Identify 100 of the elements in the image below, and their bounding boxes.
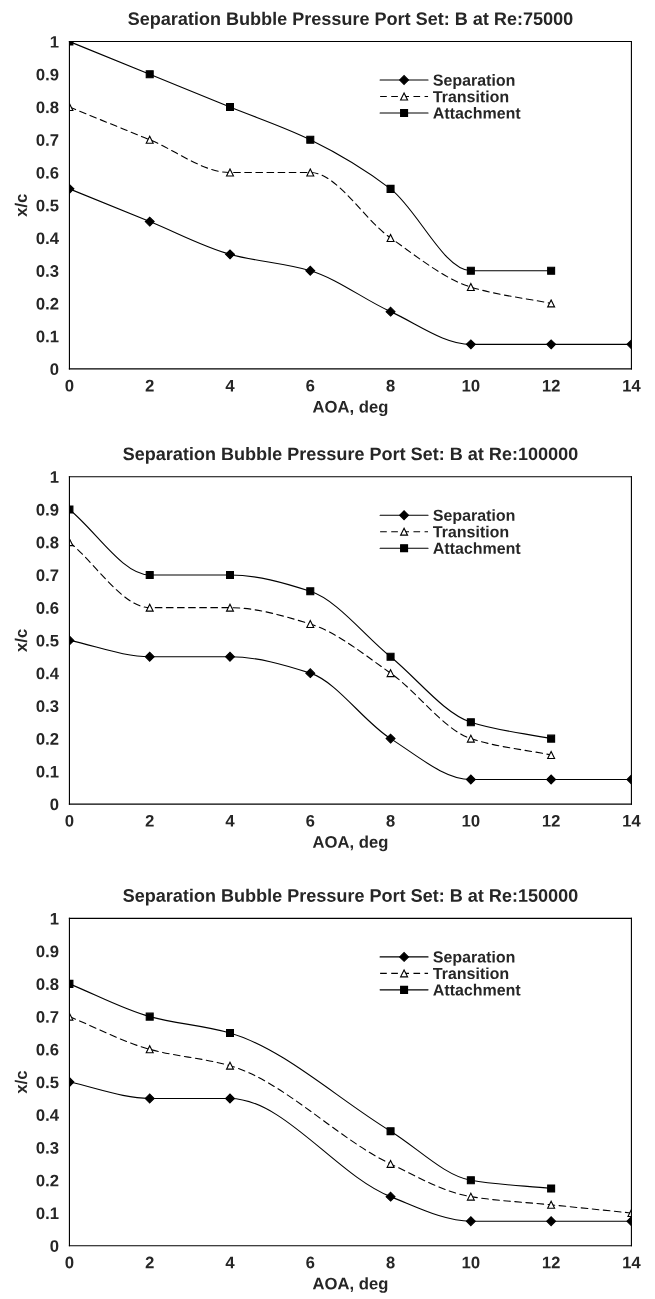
point bbox=[306, 135, 315, 144]
x-axis-title: AOA, deg bbox=[312, 1277, 388, 1293]
point bbox=[385, 733, 396, 744]
y-tick-label: 0.4 bbox=[36, 667, 59, 680]
x-axis-title: AOA, deg bbox=[312, 835, 388, 852]
point bbox=[465, 774, 476, 785]
y-tick-label: 0.3 bbox=[36, 265, 59, 277]
x-tick-label: 2 bbox=[145, 814, 154, 827]
point bbox=[145, 1045, 154, 1054]
x-tick-label: 8 bbox=[386, 379, 395, 392]
point bbox=[145, 1012, 154, 1021]
y-tick-label: 0.2 bbox=[36, 1174, 59, 1187]
chart-title: Separation Bubble Pressure Port Set: B at Re:100000 bbox=[123, 446, 578, 464]
point bbox=[465, 1216, 476, 1227]
y-tick-label: 0.5 bbox=[36, 634, 59, 647]
point bbox=[466, 734, 475, 743]
legend-label: Attachment bbox=[433, 542, 521, 554]
point bbox=[145, 70, 154, 79]
point bbox=[547, 299, 556, 308]
x-tick-label: 6 bbox=[306, 814, 315, 827]
point bbox=[305, 668, 316, 679]
point bbox=[145, 603, 154, 612]
point bbox=[547, 1200, 556, 1209]
y-tick-label: 1 bbox=[50, 912, 59, 925]
y-tick-label: 0.8 bbox=[36, 978, 59, 991]
point bbox=[466, 1192, 475, 1201]
y-tick-label: 0.1 bbox=[36, 765, 59, 778]
x-tick-label: 12 bbox=[542, 814, 560, 827]
x-tick-label: 10 bbox=[462, 1256, 480, 1269]
x-tick-label: 6 bbox=[306, 379, 315, 392]
point bbox=[306, 620, 315, 629]
y-tick-label: 0.8 bbox=[36, 101, 59, 114]
point bbox=[225, 651, 235, 662]
point bbox=[145, 135, 154, 144]
point bbox=[144, 1093, 155, 1104]
x-tick-label: 12 bbox=[542, 379, 560, 392]
point bbox=[386, 1159, 395, 1168]
point bbox=[306, 168, 315, 177]
legend-label: Transition bbox=[433, 525, 509, 538]
y-tick-label: 0.7 bbox=[36, 1011, 59, 1023]
y-tick-label: 0.8 bbox=[36, 536, 59, 549]
y-tick-label: 0 bbox=[50, 798, 59, 811]
point bbox=[225, 103, 235, 112]
legend-label: Attachment bbox=[433, 983, 521, 996]
point bbox=[546, 339, 557, 350]
y-tick-label: 1 bbox=[50, 471, 59, 483]
point bbox=[465, 339, 476, 350]
y-axis-title: x/c bbox=[14, 1070, 28, 1094]
point bbox=[144, 651, 155, 662]
y-tick-label: 1 bbox=[50, 36, 59, 48]
y-tick-label: 0.9 bbox=[36, 68, 59, 81]
point bbox=[225, 570, 235, 579]
point bbox=[386, 233, 395, 243]
x-axis-title: AOA, deg bbox=[312, 400, 388, 417]
chart-title: Separation Bubble Pressure Port Set: B at Re:150000 bbox=[123, 888, 578, 906]
point bbox=[385, 306, 396, 317]
x-tick-label: 2 bbox=[145, 379, 154, 392]
y-tick-label: 0 bbox=[50, 1240, 59, 1252]
x-tick-label: 14 bbox=[623, 815, 641, 827]
x-tick-label: 4 bbox=[225, 815, 235, 827]
point bbox=[547, 734, 556, 743]
point bbox=[225, 168, 235, 177]
y-tick-label: 0.6 bbox=[36, 602, 59, 614]
y-tick-label: 0.6 bbox=[36, 1043, 59, 1056]
y-tick-label: 0.1 bbox=[36, 1207, 59, 1220]
x-tick-label: 0 bbox=[65, 814, 74, 827]
point bbox=[386, 669, 395, 678]
point bbox=[225, 603, 235, 612]
point bbox=[386, 652, 395, 661]
y-tick-label: 0.5 bbox=[36, 199, 59, 212]
y-tick-label: 0.4 bbox=[36, 232, 59, 245]
x-tick-label: 4 bbox=[225, 1256, 235, 1269]
y-tick-label: 0.4 bbox=[36, 1109, 59, 1121]
legend-label: Separation bbox=[433, 74, 515, 89]
y-tick-label: 0.2 bbox=[36, 297, 59, 310]
x-tick-label: 2 bbox=[145, 1256, 154, 1269]
legend-label: Transition bbox=[433, 90, 509, 103]
point bbox=[225, 1028, 235, 1037]
point bbox=[306, 587, 315, 596]
point bbox=[547, 750, 556, 760]
y-tick-label: 0.1 bbox=[36, 330, 59, 343]
point bbox=[386, 1127, 395, 1136]
point bbox=[225, 249, 235, 260]
point bbox=[144, 216, 155, 227]
y-tick-label: 0.2 bbox=[36, 733, 59, 745]
point bbox=[547, 266, 556, 275]
point bbox=[145, 570, 154, 579]
x-tick-label: 6 bbox=[306, 1256, 315, 1269]
y-axis-title: x/c bbox=[14, 194, 28, 217]
x-tick-label: 8 bbox=[386, 814, 395, 827]
point bbox=[225, 1061, 235, 1070]
x-tick-label: 10 bbox=[462, 814, 480, 827]
point bbox=[466, 266, 475, 275]
legend-label: Separation bbox=[433, 950, 515, 966]
x-tick-label: 0 bbox=[65, 379, 74, 392]
y-tick-label: 0.5 bbox=[36, 1076, 59, 1089]
x-tick-label: 14 bbox=[623, 1256, 641, 1269]
x-tick-label: 12 bbox=[542, 1256, 560, 1269]
legend-label: Separation bbox=[433, 509, 515, 525]
y-axis-title: x/c bbox=[14, 629, 28, 652]
